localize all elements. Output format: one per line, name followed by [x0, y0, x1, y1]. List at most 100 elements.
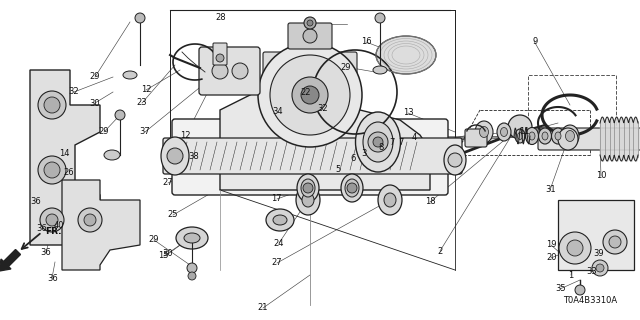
Ellipse shape	[123, 71, 137, 79]
Ellipse shape	[302, 193, 314, 207]
FancyBboxPatch shape	[288, 23, 332, 49]
FancyBboxPatch shape	[538, 128, 640, 150]
Ellipse shape	[273, 215, 287, 225]
Ellipse shape	[542, 132, 548, 140]
Text: 27: 27	[271, 258, 282, 267]
Bar	[528, 75, 616, 135]
FancyBboxPatch shape	[172, 119, 448, 195]
FancyBboxPatch shape	[263, 52, 357, 74]
Text: 10: 10	[596, 171, 607, 180]
Text: 34: 34	[273, 108, 283, 116]
FancyBboxPatch shape	[465, 129, 487, 147]
Text: 19: 19	[547, 240, 557, 249]
Circle shape	[559, 232, 591, 264]
Circle shape	[216, 54, 224, 62]
Text: 7: 7	[389, 138, 394, 147]
Text: 12: 12	[180, 131, 191, 140]
Circle shape	[44, 97, 60, 113]
Text: 14: 14	[59, 149, 69, 158]
Circle shape	[270, 55, 350, 135]
FancyBboxPatch shape	[199, 47, 260, 95]
Ellipse shape	[176, 227, 208, 249]
Ellipse shape	[297, 174, 319, 202]
Text: 7: 7	[398, 138, 403, 147]
Text: 40: 40	[54, 221, 64, 230]
FancyBboxPatch shape	[213, 43, 227, 65]
Polygon shape	[30, 70, 100, 245]
Text: T0A4B3310A: T0A4B3310A	[563, 296, 617, 305]
Circle shape	[187, 263, 197, 273]
Circle shape	[292, 77, 328, 113]
Text: 24: 24	[274, 239, 284, 248]
Circle shape	[46, 214, 58, 226]
Text: 27: 27	[163, 178, 173, 187]
Text: 32: 32	[68, 87, 79, 96]
Text: 5: 5	[335, 165, 340, 174]
Circle shape	[304, 17, 316, 29]
Circle shape	[575, 285, 585, 295]
Text: 35: 35	[556, 284, 566, 293]
Circle shape	[232, 63, 248, 79]
Circle shape	[609, 236, 621, 248]
Ellipse shape	[341, 174, 363, 202]
Circle shape	[368, 132, 388, 152]
Text: 29: 29	[148, 236, 159, 244]
Text: 1: 1	[568, 271, 573, 280]
Ellipse shape	[561, 125, 579, 147]
Text: 25: 25	[168, 210, 178, 219]
Text: 30: 30	[90, 99, 100, 108]
Ellipse shape	[345, 179, 359, 197]
Text: 29: 29	[90, 72, 100, 81]
Text: 4: 4	[412, 133, 417, 142]
Circle shape	[567, 240, 583, 256]
Circle shape	[188, 272, 196, 280]
Text: 12: 12	[141, 85, 151, 94]
Circle shape	[212, 63, 228, 79]
Ellipse shape	[525, 127, 538, 145]
Text: 30: 30	[163, 249, 173, 258]
Ellipse shape	[384, 193, 396, 207]
Ellipse shape	[296, 185, 320, 215]
Circle shape	[375, 13, 385, 23]
Ellipse shape	[566, 131, 575, 141]
Text: 8: 8	[379, 143, 384, 152]
Text: 9: 9	[532, 37, 538, 46]
Text: 36: 36	[41, 248, 51, 257]
Ellipse shape	[355, 112, 401, 172]
Text: 20: 20	[547, 253, 557, 262]
Text: 22: 22	[301, 88, 311, 97]
Text: 29: 29	[99, 127, 109, 136]
Circle shape	[167, 148, 183, 164]
Ellipse shape	[538, 128, 552, 144]
Text: 2: 2	[438, 247, 443, 256]
Circle shape	[347, 183, 357, 193]
Ellipse shape	[558, 128, 578, 150]
Circle shape	[373, 137, 383, 147]
Circle shape	[303, 29, 317, 43]
Circle shape	[38, 91, 66, 119]
Circle shape	[258, 43, 362, 147]
Ellipse shape	[444, 145, 466, 175]
Ellipse shape	[518, 132, 522, 140]
Circle shape	[603, 230, 627, 254]
Ellipse shape	[161, 137, 189, 175]
Circle shape	[115, 110, 125, 120]
Text: 6: 6	[351, 154, 356, 163]
Ellipse shape	[301, 179, 315, 197]
Text: 29: 29	[340, 63, 351, 72]
Ellipse shape	[266, 209, 294, 231]
Ellipse shape	[529, 132, 535, 140]
Circle shape	[78, 208, 102, 232]
Ellipse shape	[184, 233, 200, 243]
Ellipse shape	[104, 150, 120, 160]
Ellipse shape	[515, 129, 525, 143]
Ellipse shape	[363, 122, 393, 162]
Ellipse shape	[475, 121, 493, 143]
Ellipse shape	[373, 66, 387, 74]
Text: 16: 16	[361, 37, 371, 46]
Ellipse shape	[378, 185, 402, 215]
Circle shape	[303, 183, 313, 193]
Ellipse shape	[376, 36, 436, 74]
Circle shape	[84, 214, 96, 226]
Text: 28: 28	[216, 13, 226, 22]
